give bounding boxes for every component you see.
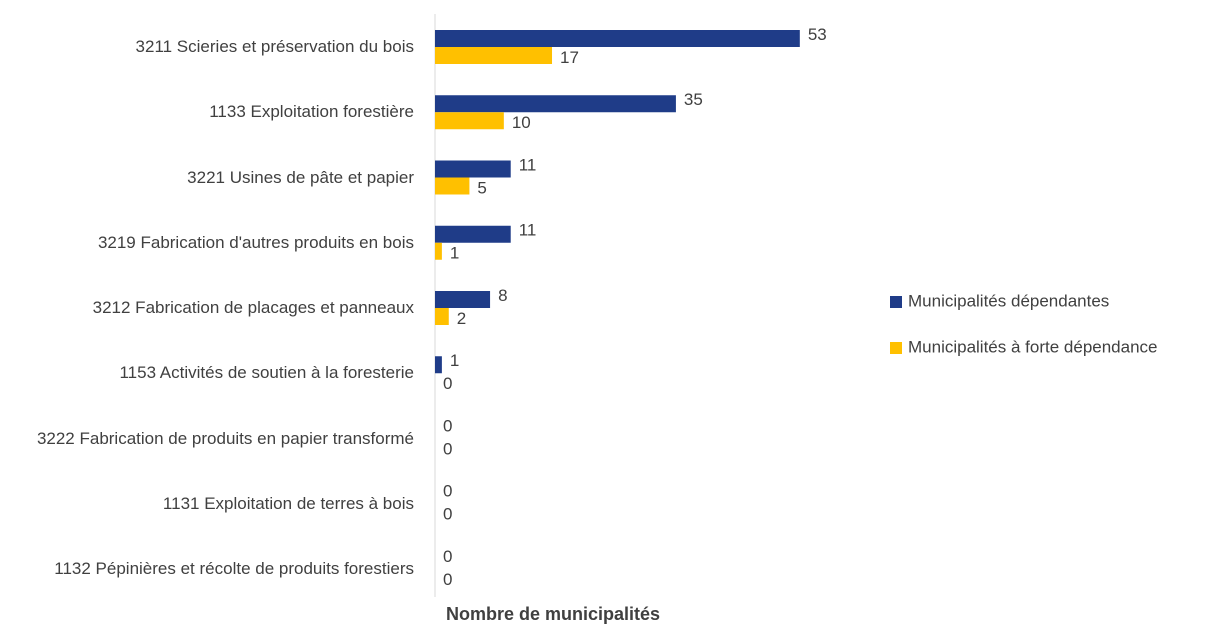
value-label: 10 [512,113,531,132]
bar [435,112,504,130]
bar [435,95,676,113]
value-label: 1 [450,244,459,263]
category-label: 3219 Fabrication d'autres produits en bo… [97,232,414,252]
value-label: 11 [519,221,537,240]
bar [435,291,491,308]
category-label: 3212 Fabrication de placages et panneaux [92,298,414,317]
category-label: 3211 Scieries et préservation du bois [135,37,414,56]
bar [435,177,470,195]
category-label: 1132 Pépinières et récolte de produits f… [54,559,414,578]
legend-label: Municipalités dépendantes [908,291,1109,310]
bar [435,160,511,178]
value-label: 0 [443,439,452,458]
value-label: 0 [443,547,452,566]
category-label: 3222 Fabrication de produits en papier t… [36,428,414,448]
axis-title: Nombre de municipalités [446,604,660,624]
bar [435,242,442,260]
bar [435,308,449,325]
value-label: 0 [443,374,452,393]
legend-swatch [890,342,902,354]
value-label: 2 [457,309,466,328]
category-label: 1153 Activités de soutien à la foresteri… [119,363,414,383]
value-label: 17 [560,48,579,67]
bar [435,356,442,374]
bar [435,47,553,64]
value-label: 0 [443,416,452,435]
legend-swatch [890,296,902,308]
value-label: 0 [443,482,452,501]
value-label: 0 [443,570,452,589]
legend-label: Municipalités à forte dépendance [908,337,1158,356]
value-label: 53 [808,25,827,44]
bar [435,30,800,47]
category-label: 1133 Exploitation forestière [209,102,414,122]
value-label: 8 [498,286,507,305]
value-label: 5 [477,178,486,197]
value-label: 0 [443,505,452,524]
value-label: 11 [519,155,537,174]
value-label: 1 [450,351,459,370]
bar [435,225,511,243]
value-label: 35 [684,90,703,109]
category-label: 3221 Usines de pâte et papier [187,167,414,187]
category-label: 1131 Exploitation de terres à bois [162,493,414,513]
